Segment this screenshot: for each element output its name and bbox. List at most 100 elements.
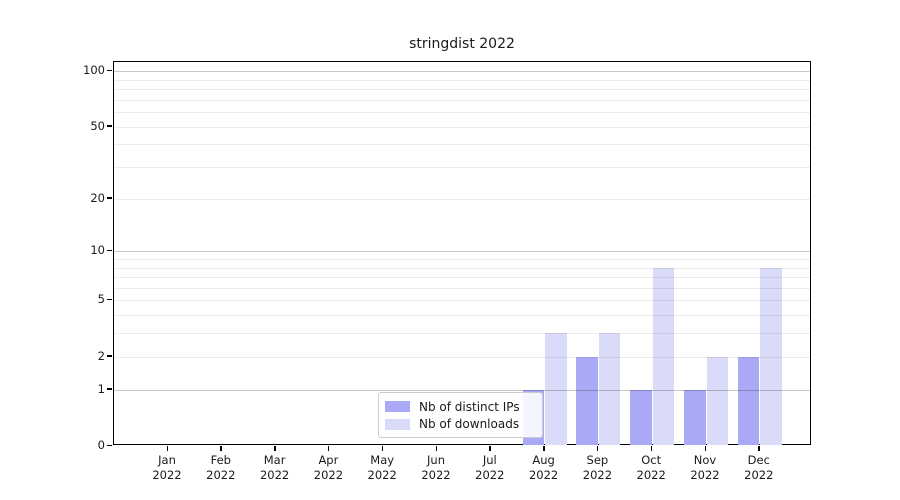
x-tick-year: 2022 [690, 468, 720, 482]
x-tick-month: Mar [263, 453, 286, 467]
x-tick-year: 2022 [475, 468, 505, 482]
x-axis-tick [704, 446, 706, 451]
y-axis-tick [107, 249, 112, 252]
x-tick-month: Sep [586, 453, 609, 467]
x-axis-tick-label: Nov 2022 [673, 453, 737, 483]
x-tick-year: 2022 [152, 468, 182, 482]
legend-entry-nb-of-downloads: Nb of downloads [385, 417, 534, 431]
y-axis-tick-label: 100 [83, 63, 105, 78]
gridline-minor [114, 356, 810, 358]
x-axis-tick-label: Oct 2022 [619, 453, 683, 483]
x-axis-tick [650, 446, 653, 451]
legend-swatch-nb-of-distinct-ips [385, 401, 410, 413]
gridline-minor [114, 126, 810, 128]
x-tick-month: Jul [482, 453, 497, 467]
x-axis-tick-label: Apr 2022 [296, 453, 360, 483]
bar-nb-of-distinct-ips-dec [737, 356, 760, 445]
gridline-minor [114, 79, 810, 81]
x-axis-tick [274, 446, 276, 451]
x-axis-tick-label: Jun 2022 [404, 453, 468, 483]
x-axis-tick-label: Dec 2022 [727, 453, 791, 483]
x-tick-year: 2022 [367, 468, 397, 482]
x-tick-year: 2022 [636, 468, 666, 482]
x-tick-year: 2022 [421, 468, 451, 482]
y-axis-tick [107, 197, 112, 199]
x-axis-tick [489, 446, 491, 451]
y-axis-tick [107, 69, 112, 72]
legend: Nb of distinct IPs Nb of downloads [378, 392, 543, 438]
plot-area [113, 61, 811, 445]
gridline-minor [114, 267, 810, 269]
x-tick-month: May [370, 453, 395, 467]
bar-nb-of-distinct-ips-sep [576, 356, 598, 445]
x-tick-month: Apr [318, 453, 339, 467]
x-tick-month: Dec [747, 453, 770, 467]
x-axis-tick-label: May 2022 [350, 453, 414, 483]
x-tick-month: Oct [641, 453, 662, 467]
gridline-minor [114, 167, 810, 169]
gridline-major [114, 251, 810, 253]
gridline-minor [114, 287, 810, 289]
gridline-minor [114, 300, 810, 302]
x-axis-tick [435, 446, 437, 451]
x-tick-month: Nov [693, 453, 717, 467]
x-tick-month: Aug [532, 453, 555, 467]
gridline-major [114, 71, 810, 73]
x-axis-tick [543, 446, 545, 451]
chart-title: stringdist 2022 [409, 36, 515, 52]
bar-nb-of-downloads-aug [545, 333, 567, 445]
bar-nb-of-distinct-ips-oct [630, 389, 652, 445]
gridline-minor [114, 89, 810, 91]
x-tick-year: 2022 [313, 468, 344, 482]
y-axis-tick [107, 298, 112, 301]
y-axis-tick [107, 355, 112, 357]
x-tick-year: 2022 [259, 468, 290, 482]
bar-nb-of-downloads-nov [706, 356, 728, 445]
x-tick-year: 2022 [206, 468, 236, 482]
x-axis-tick-label: Sep 2022 [565, 453, 629, 483]
x-axis-tick [596, 446, 599, 451]
x-tick-month: Jan [158, 453, 176, 467]
x-tick-year: 2022 [528, 468, 559, 482]
legend-label-nb-of-distinct-ips: Nb of distinct IPs [419, 399, 520, 414]
y-axis-tick-label: 1 [97, 381, 105, 396]
legend-label-nb-of-downloads: Nb of downloads [419, 417, 520, 432]
y-axis-tick [107, 444, 112, 446]
gridline-minor [114, 144, 810, 146]
y-axis-tick-label: 10 [90, 243, 105, 258]
x-axis-tick-label: Jan 2022 [135, 453, 199, 483]
y-axis-tick [107, 388, 112, 390]
y-axis-tick [107, 125, 112, 127]
y-axis-tick-label: 50 [90, 118, 105, 133]
gridline-minor [114, 112, 810, 114]
x-axis-tick [758, 446, 760, 451]
bar-nb-of-downloads-sep [598, 333, 621, 445]
x-tick-month: Feb [210, 453, 231, 467]
x-axis-tick [381, 446, 384, 451]
y-axis-tick-label: 2 [97, 348, 105, 363]
gridline-major [114, 389, 810, 391]
gridline-minor [114, 99, 810, 101]
gridline-minor [114, 315, 810, 317]
gridline-minor [114, 198, 810, 200]
bar-nb-of-downloads-oct [652, 267, 675, 445]
bar-nb-of-downloads-dec [760, 267, 782, 445]
x-tick-month: Jun [427, 453, 445, 467]
x-axis-tick-label: Aug 2022 [512, 453, 576, 483]
gridline-minor [114, 258, 810, 260]
y-axis-tick-label: 0 [97, 438, 105, 452]
y-axis-tick-label: 5 [97, 292, 105, 307]
x-axis-tick-label: Jul 2022 [458, 453, 522, 483]
y-axis-tick-label: 20 [90, 190, 105, 205]
gridline-minor [114, 277, 810, 279]
x-axis-tick-label: Feb 2022 [189, 453, 253, 483]
x-tick-year: 2022 [744, 468, 774, 482]
x-axis-tick-label: Mar 2022 [243, 453, 307, 483]
x-axis-tick [327, 446, 330, 451]
x-axis-tick [220, 446, 222, 451]
x-tick-year: 2022 [582, 468, 613, 482]
bar-nb-of-distinct-ips-nov [684, 389, 706, 445]
x-axis-tick [166, 446, 168, 451]
legend-entry-nb-of-distinct-ips: Nb of distinct IPs [385, 400, 534, 414]
